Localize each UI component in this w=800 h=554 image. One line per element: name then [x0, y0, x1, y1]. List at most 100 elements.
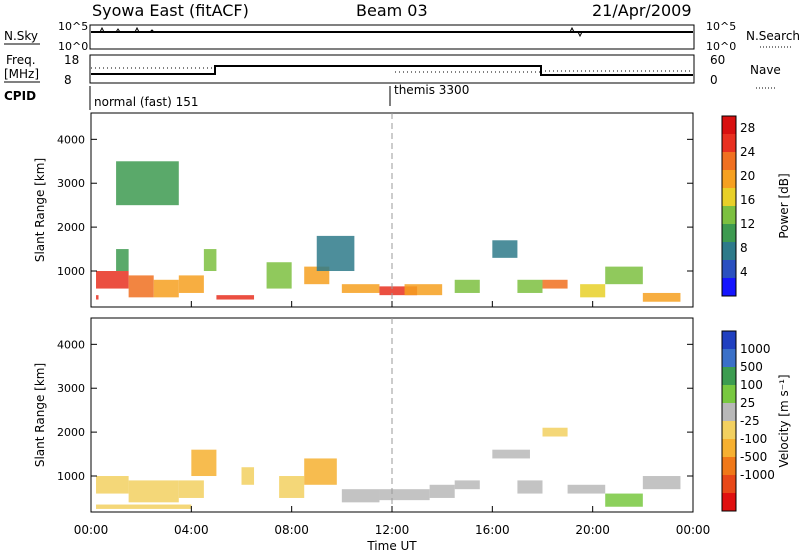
data-cell	[178, 275, 204, 293]
data-cell	[454, 480, 480, 490]
y-tick-label: 3000	[57, 382, 85, 395]
data-cell	[580, 284, 606, 298]
data-cell	[96, 476, 129, 494]
colorbar-segment	[722, 188, 736, 207]
data-cell	[178, 480, 204, 498]
freq-tick-top: 18	[64, 53, 79, 67]
freq-label-1: Freq.	[6, 53, 36, 67]
data-cell	[517, 480, 543, 494]
y-tick-label: 1000	[57, 265, 85, 278]
colorbar-segment	[722, 116, 736, 135]
colorbar-tick-label: -25	[740, 414, 760, 428]
nave-label: Nave	[750, 63, 781, 77]
data-cell	[216, 295, 255, 300]
nave-tick-top: 60	[710, 53, 725, 67]
cpid-segment-1: normal (fast) 151	[94, 95, 198, 109]
data-cell	[404, 284, 443, 296]
nsky-tick-bottom: 10^0	[58, 40, 88, 53]
x-tick-label: 00:00	[676, 523, 711, 537]
data-cell	[128, 480, 179, 503]
nave-trace	[91, 67, 693, 73]
colorbar-tick-label: -1000	[740, 468, 775, 482]
data-cell	[542, 427, 568, 437]
data-cell	[542, 279, 568, 289]
data-cell	[116, 249, 129, 272]
colorbar-segment	[722, 475, 736, 494]
data-cell	[379, 286, 418, 296]
data-cell	[517, 279, 543, 293]
x-tick-label: 20:00	[575, 523, 610, 537]
colorbar-tick-label: 8	[740, 241, 748, 255]
date-title: 21/Apr/2009	[592, 1, 692, 20]
station-title: Syowa East (fitACF)	[92, 1, 249, 20]
colorbar-segment	[722, 439, 736, 458]
colorbar-segment	[722, 349, 736, 368]
data-cell	[642, 476, 681, 490]
data-cell	[605, 493, 643, 507]
nsky-tick-top: 10^5	[58, 20, 88, 33]
data-cell	[341, 489, 380, 503]
colorbar-segment	[722, 367, 736, 386]
colorbar-segment	[722, 242, 736, 261]
nsky-tick-top-right: 10^5	[706, 20, 736, 33]
colorbar-tick-label: -100	[740, 432, 767, 446]
data-cell	[379, 489, 430, 501]
data-cell	[191, 449, 217, 477]
cpid-segment-2: themis 3300	[394, 83, 469, 97]
colorbar-tick-label: 12	[740, 217, 755, 231]
data-cell	[96, 504, 192, 509]
nave-tick-bottom: 0	[710, 73, 718, 87]
colorbar-segment	[722, 260, 736, 279]
data-cell	[492, 449, 530, 459]
nsky-trace-noise	[99, 26, 583, 38]
freq-trace	[91, 65, 693, 76]
data-cell	[266, 262, 292, 289]
data-cell	[241, 467, 255, 485]
colorbar-tick-label: 1000	[740, 342, 771, 356]
colorbar-segment	[722, 421, 736, 440]
freq-label-2: [MHz]	[4, 67, 39, 81]
cpid-label: CPID	[4, 89, 36, 103]
x-tick-label: 04:00	[174, 523, 209, 537]
data-cell	[304, 458, 337, 485]
colorbar-tick-label: 500	[740, 360, 763, 374]
colorbar-segment	[722, 385, 736, 404]
colorbar-tick-label: 20	[740, 169, 755, 183]
plots-layer: 1000 2000 3000 4000 Slant Range [km] 4 8 12 16 20…	[33, 112, 791, 537]
colorbar-frame	[721, 330, 737, 512]
colorbar-frame	[721, 115, 737, 297]
colorbar-tick-label: -500	[740, 450, 767, 464]
data-cell	[605, 266, 643, 285]
x-tick-label: 16:00	[475, 523, 510, 537]
data-cell	[642, 292, 681, 302]
colorbar-tick-label: 100	[740, 378, 763, 392]
data-cell	[492, 240, 518, 258]
colorbar-tick-label: 28	[740, 121, 755, 135]
colorbar-segment	[722, 134, 736, 153]
y-tick-label: 3000	[57, 177, 85, 190]
colorbar-segment	[722, 493, 736, 512]
nsky-panel	[89, 24, 695, 50]
nsearch-label: N.Search	[746, 29, 800, 43]
colorbar-segment	[722, 331, 736, 350]
colorbar-segment	[722, 206, 736, 225]
colorbar-tick-label: 24	[740, 145, 755, 159]
freq-tick-bottom: 8	[64, 73, 72, 87]
x-tick-label: 12:00	[375, 523, 410, 537]
colorbar-segment	[722, 224, 736, 243]
data-cell	[341, 284, 380, 293]
y-axis-label: Slant Range [km]	[33, 158, 47, 262]
colorbar-label: Velocity [m s⁻¹]	[777, 374, 791, 467]
y-tick-label: 4000	[57, 338, 85, 351]
data-cell	[429, 484, 455, 498]
colorbar-tick-label: 4	[740, 265, 748, 279]
colorbar-segment	[722, 170, 736, 189]
data-cell	[316, 235, 355, 272]
colorbar-label: Power [dB]	[777, 173, 791, 238]
data-cell	[203, 249, 217, 272]
data-cell	[454, 279, 480, 293]
x-tick-label: 08:00	[274, 523, 309, 537]
y-tick-label: 2000	[57, 221, 85, 234]
colorbar-segment	[722, 278, 736, 297]
nsky-label: N.Sky	[4, 29, 38, 43]
